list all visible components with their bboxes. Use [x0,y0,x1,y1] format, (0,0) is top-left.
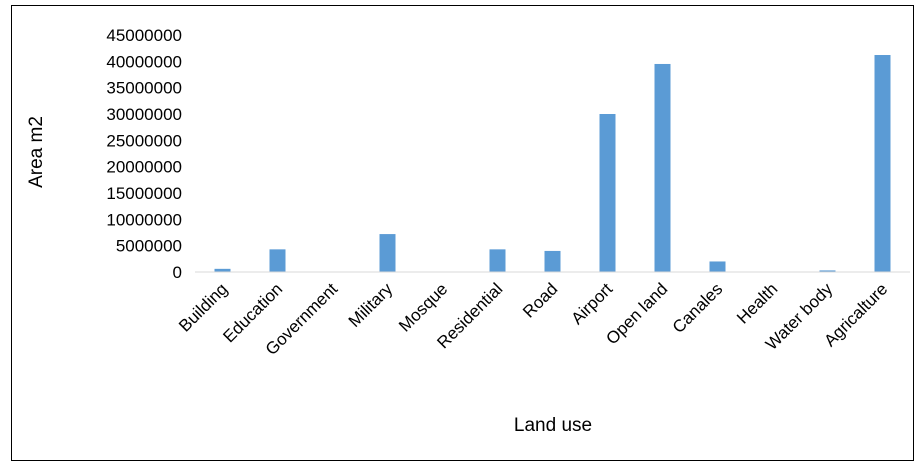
bar [874,55,891,272]
bars [214,55,891,272]
x-axis-title: Land use [514,415,592,436]
bar [654,63,671,272]
y-tick-label: 45000000 [106,26,182,45]
y-axis-title: Area m2 [26,116,47,188]
chart-frame [11,5,914,461]
x-tick-label: Mosque [395,279,451,335]
y-tick-label: 5000000 [116,237,182,256]
bar [599,114,616,272]
y-tick-label: 10000000 [106,210,182,229]
x-tick-label: Military [345,279,397,331]
bar [819,270,836,272]
x-tick-label: Canales [669,279,727,337]
bar [269,249,286,272]
y-tick-label: 20000000 [106,158,182,177]
y-tick-label: 25000000 [106,131,182,150]
y-tick-label: 15000000 [106,184,182,203]
x-tick-label: Road [519,279,561,321]
bar [489,249,506,272]
y-tick-label: 30000000 [106,105,182,124]
bar [379,234,396,272]
bar [214,268,231,272]
y-tick-label: 40000000 [106,52,182,71]
y-tick-label: 35000000 [106,79,182,98]
x-tick-label: Airport [567,279,616,328]
y-tick-label: 0 [173,263,182,282]
bar [709,261,726,272]
y-axis-ticks: 0 5000000 10000000 15000000 20000000 25000000… [106,26,182,282]
x-tick-label: Health [733,279,781,327]
bar [544,250,561,272]
x-tick-label: Building [175,279,231,335]
